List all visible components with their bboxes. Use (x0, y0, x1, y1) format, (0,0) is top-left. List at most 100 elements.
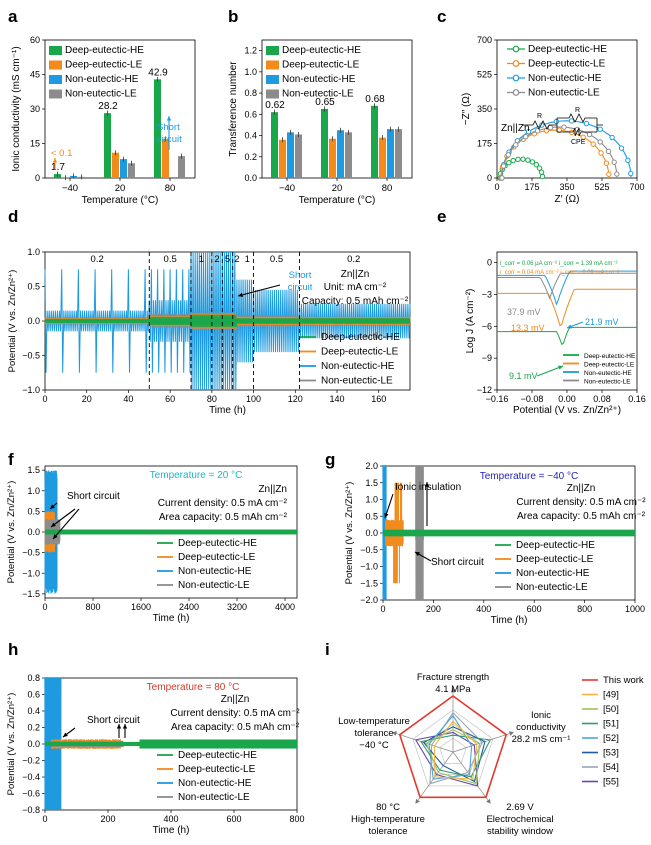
radar-axis-head (415, 798, 420, 804)
y-tick-label: 0.5 (27, 506, 40, 516)
y-tick-label: 175 (477, 139, 492, 149)
radar-axis-label: 2.69 V (506, 802, 534, 813)
exchange-current-text: i_corr = 0.04 mA cm⁻² i_corr = 6.09 mA c… (500, 270, 619, 276)
y-tick-label: 0 (35, 173, 40, 183)
rate-label: 5 (225, 254, 230, 265)
radar-axis-label: conductivity (516, 722, 566, 733)
panel-letter-a: a (8, 7, 18, 26)
annotation-short: Short (289, 270, 312, 281)
data-point (561, 124, 567, 130)
annotation-ionic-insulation: Ionic insulation (395, 482, 461, 493)
legend-label: [51] (603, 719, 619, 730)
data-point (598, 150, 604, 156)
bar (295, 134, 302, 178)
radar-axis-label: tolerance (368, 826, 407, 837)
x-axis-title: Z′ (Ω) (555, 194, 580, 205)
category-label: 20 (115, 183, 126, 194)
y-tick-label: 0 (487, 173, 492, 183)
legend-swatch (49, 89, 62, 99)
x-tick-label: 2400 (179, 602, 199, 612)
legend-swatch (266, 60, 279, 70)
arrow-head (238, 292, 243, 297)
category-label: 80 (165, 183, 176, 194)
data-point (606, 171, 612, 177)
legend-marker (512, 45, 520, 53)
y-tick-label: 1.2 (244, 46, 257, 56)
cell-label: Zn||Zn (341, 269, 370, 280)
x-tick-label: 0.08 (593, 394, 611, 404)
legend-label: Non-eutectic-LE (528, 88, 600, 99)
legend-label: Deep-eutectic-LE (584, 362, 635, 369)
x-tick-label: 1000 (625, 604, 645, 614)
capacity-label: Capacity: 0.5 mAh cm⁻² (302, 296, 409, 307)
arrow-head (415, 552, 420, 557)
data-point (539, 173, 546, 180)
x-tick-label: 800 (577, 604, 592, 614)
x-tick-label: 525 (594, 182, 609, 192)
series-deep-eutectic-he-band (383, 529, 635, 537)
data-point (583, 120, 590, 127)
resistor-symbol (523, 120, 557, 130)
bar (387, 129, 394, 178)
data-point (500, 163, 507, 169)
data-point (568, 129, 575, 136)
y-tick-label: −0.5 (22, 351, 40, 361)
legend-label: [52] (603, 733, 619, 744)
area-capacity-label: Area capacity: 0.5 mAh cm⁻² (171, 722, 300, 733)
legend-label: [53] (603, 748, 619, 759)
bar (162, 138, 169, 178)
category-label: −40 (62, 183, 78, 194)
legend-label: Deep-eutectic-LE (516, 554, 594, 565)
y-axis-title: −Z″ (Ω) (461, 93, 472, 125)
data-point (597, 139, 603, 145)
data-point (618, 145, 625, 151)
circuit-node (596, 118, 603, 132)
annotation-arrow (237, 284, 281, 297)
y-axis-title: Potential (V vs. Zn/Zn²⁺) (6, 481, 17, 584)
legend-swatch (49, 46, 62, 55)
radar-axis-label: High-temperature (351, 814, 425, 825)
legend-label: Deep-eutectic-HE (584, 353, 636, 360)
legend-swatch (266, 46, 279, 55)
x-tick-label: 1600 (131, 602, 151, 612)
x-tick-label: −0.16 (486, 394, 509, 404)
data-point (534, 128, 541, 134)
data-point (611, 159, 617, 165)
data-point (553, 118, 560, 125)
x-tick-label: 175 (524, 182, 539, 192)
arrow-head (116, 724, 122, 729)
legend-label: [49] (603, 690, 619, 701)
y-tick-label: 0.8 (244, 88, 257, 98)
legend-label: Non-eutectic-LE (282, 89, 354, 100)
legend-label: Deep-eutectic-LE (528, 59, 606, 70)
data-point (609, 134, 615, 141)
value-label: 0.68 (365, 94, 385, 105)
current-density-label: Current density: 0.5 mA cm⁻² (170, 708, 300, 719)
y-tick-label: 1.5 (27, 465, 40, 475)
annotation-arrow (536, 365, 564, 377)
y-tick-label: 0.2 (244, 152, 257, 162)
radar-axis-label: stability window (487, 826, 553, 837)
x-tick-label: 4000 (275, 602, 295, 612)
rate-label: 1 (245, 254, 250, 265)
radar-grid (412, 709, 494, 787)
y-tick-label: 350 (477, 104, 492, 114)
rate-label: 0.2 (91, 254, 104, 265)
annotation-circuit: circuit (288, 282, 313, 293)
legend-label: Non-eutectic-HE (516, 568, 590, 579)
y-tick-label: 0.4 (27, 706, 40, 716)
y-tick-label: 525 (477, 70, 492, 80)
data-point (523, 134, 529, 140)
area-capacity-label: Area capacity: 0.5 mAh cm⁻² (517, 511, 646, 522)
x-tick-label: −0.08 (521, 394, 544, 404)
data-point (580, 134, 586, 140)
panel-letter-b: b (228, 7, 238, 26)
category-label: 20 (332, 183, 343, 194)
bar (379, 137, 386, 178)
y-tick-label: 1.0 (244, 67, 257, 77)
radar-series (398, 695, 508, 799)
data-point (525, 129, 532, 135)
y-tick-label: −0.5 (22, 548, 40, 558)
y-tick-label: −0.4 (22, 772, 40, 782)
